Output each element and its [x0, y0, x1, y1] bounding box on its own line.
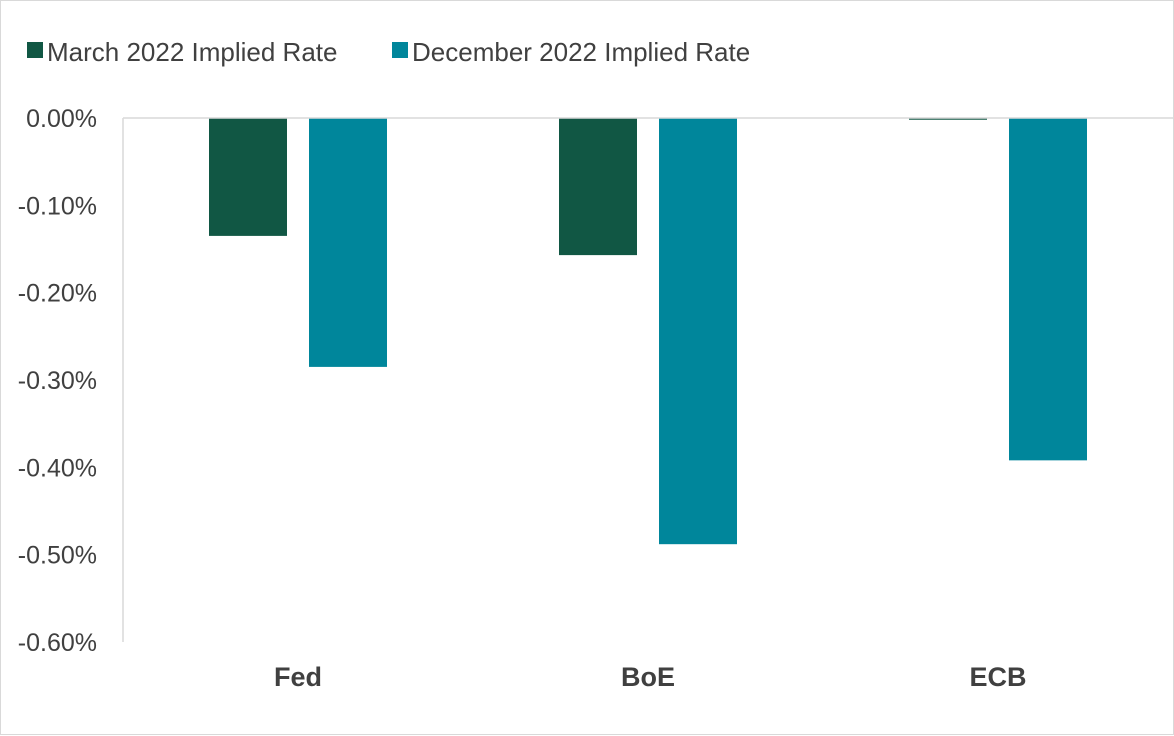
legend-label-2: December 2022 Implied Rate [412, 37, 750, 67]
legend-swatch-2 [392, 42, 408, 58]
x-axis: Fed BoE ECB [123, 117, 1173, 692]
bars [209, 118, 1087, 545]
y-tick-label: 0.00% [26, 105, 97, 133]
bar-boe-series-2 [659, 118, 737, 545]
legend-label-1: March 2022 Implied Rate [47, 37, 337, 67]
y-tick-label: -0.10% [18, 192, 97, 220]
bar-ecb-series-1 [909, 118, 987, 120]
y-tick-label: -0.50% [18, 542, 97, 570]
y-axis: 0.00% -0.10% -0.20% -0.30% -0.40% -0.50% -0.60… [18, 105, 124, 657]
x-category-label: ECB [969, 662, 1026, 692]
legend-swatch-1 [27, 42, 43, 58]
x-category-label: Fed [274, 662, 322, 692]
bar-fed-series-2 [309, 118, 387, 367]
bar-ecb-series-2 [1009, 118, 1087, 461]
y-tick-label: -0.40% [18, 454, 97, 482]
x-category-label: BoE [621, 662, 675, 692]
y-tick-label: -0.20% [18, 280, 97, 308]
y-tick-label: -0.30% [18, 367, 97, 395]
legend: March 2022 Implied Rate December 2022 Imp… [27, 37, 750, 67]
bar-boe-series-1 [559, 118, 637, 256]
bar-fed-series-1 [209, 118, 287, 236]
y-tick-label: -0.60% [18, 629, 97, 657]
